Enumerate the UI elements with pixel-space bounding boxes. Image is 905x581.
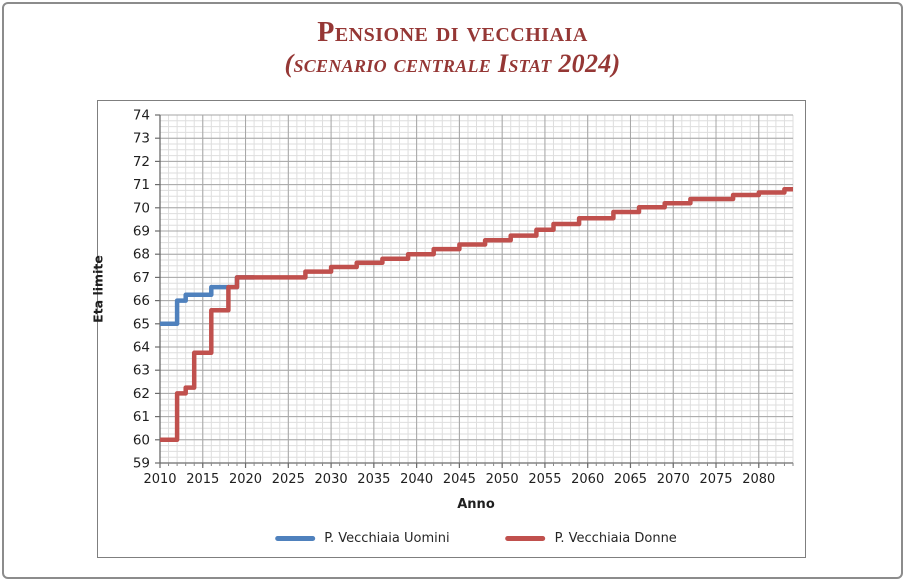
y-tick-label: 72 [133,154,150,170]
x-axis-title: Anno [457,497,495,512]
y-tick-label: 59 [133,456,150,472]
x-tick-label: 2020 [229,472,262,487]
series-line-1 [160,186,793,443]
y-tick-label: 67 [133,270,150,286]
y-tick-label: 73 [133,131,150,147]
y-tick-label: 63 [133,363,150,379]
chart-title-line1: Pensione di vecchiaia [317,17,588,48]
legend-swatch-donne [505,536,546,541]
legend-item-donne: P. Vecchiaia Donne [505,531,677,546]
x-tick-label: 2010 [143,472,176,487]
x-tick-label: 2065 [614,472,647,487]
legend-swatch-uomini [275,536,316,541]
x-tick-label: 2060 [571,472,604,487]
y-tick-label: 71 [133,177,150,193]
x-tick-label: 2070 [657,472,690,487]
x-tick-label: 2080 [742,472,775,487]
y-tick-label: 60 [133,432,150,448]
legend: P. Vecchiaia Uomini P. Vecchiaia Donne [275,531,677,546]
y-axis-title: Eta limite [90,255,106,323]
legend-item-uomini: P. Vecchiaia Uomini [275,531,450,546]
y-tick-label: 61 [133,409,150,425]
y-tick-label: 66 [133,293,150,309]
x-tick-label: 2050 [486,472,519,487]
y-tick-label: 69 [133,224,150,240]
x-tick-label: 2030 [315,472,348,487]
y-tick-label: 70 [133,200,150,216]
x-tick-label: 2075 [699,472,732,487]
chart-title: Pensione di vecchiaia (scenario centrale… [0,16,905,80]
x-tick-label: 2055 [528,472,561,487]
y-tick-label: 74 [133,108,150,124]
legend-label-donne: P. Vecchiaia Donne [554,531,677,546]
chart-plot: 59 60 61 62 63 64 65 66 67 68 69 70 71 72 73 74 2010 2015… [133,108,794,487]
title-year: 2024) [558,49,621,79]
y-tick-label: 62 [133,386,150,402]
y-tick-label: 64 [133,340,150,356]
x-tick-label: 2025 [272,472,305,487]
x-tick-label: 2040 [400,472,433,487]
y-tick-label: 65 [133,316,150,332]
x-tick-label: 2045 [443,472,476,487]
y-tick-label: 68 [133,247,150,263]
chart-frame: 59 60 61 62 63 64 65 66 67 68 69 70 71 72 73 74 2010 2015… [91,100,806,558]
x-tick-label: 2015 [186,472,219,487]
chart-title-line2: (scenario centrale Istat 2024) [284,49,621,79]
x-tick-label: 2035 [357,472,390,487]
legend-label-uomini: P. Vecchiaia Uomini [324,531,450,546]
